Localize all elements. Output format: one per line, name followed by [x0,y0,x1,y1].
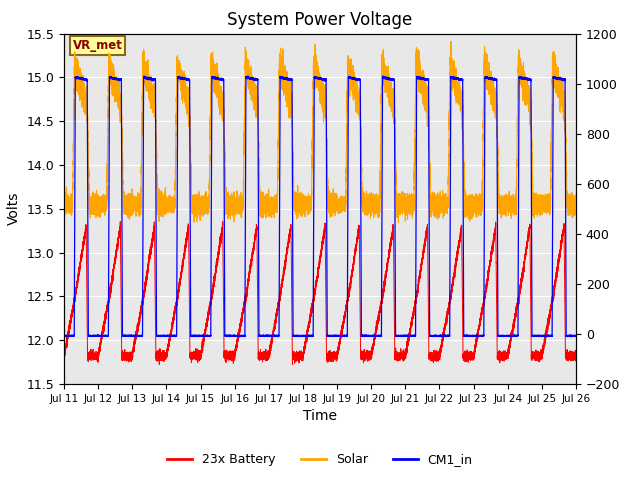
Solar [291,206,298,212]
23x Battery [387,241,395,247]
Line: Solar: Solar [64,41,576,223]
Text: VR_met: VR_met [72,39,122,52]
Legend: 23x Battery, Solar, CM1_in: 23x Battery, Solar, CM1_in [163,448,477,471]
Solar [505,198,513,204]
23x Battery [291,355,298,360]
Y-axis label: Volts: Volts [7,192,21,226]
Line: 23x Battery: 23x Battery [64,221,576,364]
Solar [519,76,527,82]
CM1_in [438,334,445,340]
CM1_in [519,75,527,81]
Solar [447,38,455,44]
23x Battery [219,218,227,224]
CM1_in [387,76,395,82]
Line: CM1_in: CM1_in [64,76,576,337]
Solar [565,209,573,215]
Solar [60,199,68,204]
CM1_in [244,73,252,79]
23x Battery [289,361,296,367]
23x Battery [60,353,68,359]
CM1_in [571,333,579,338]
X-axis label: Time: Time [303,409,337,423]
Solar [394,220,402,226]
Title: System Power Voltage: System Power Voltage [227,11,413,29]
CM1_in [291,333,298,338]
CM1_in [505,333,513,338]
23x Battery [519,264,527,270]
CM1_in [565,333,573,339]
23x Battery [565,353,573,359]
23x Battery [572,354,580,360]
Solar [571,202,579,207]
Solar [572,198,580,204]
CM1_in [60,333,68,338]
Solar [387,104,395,109]
CM1_in [572,333,580,338]
23x Battery [571,352,579,358]
23x Battery [505,348,513,354]
